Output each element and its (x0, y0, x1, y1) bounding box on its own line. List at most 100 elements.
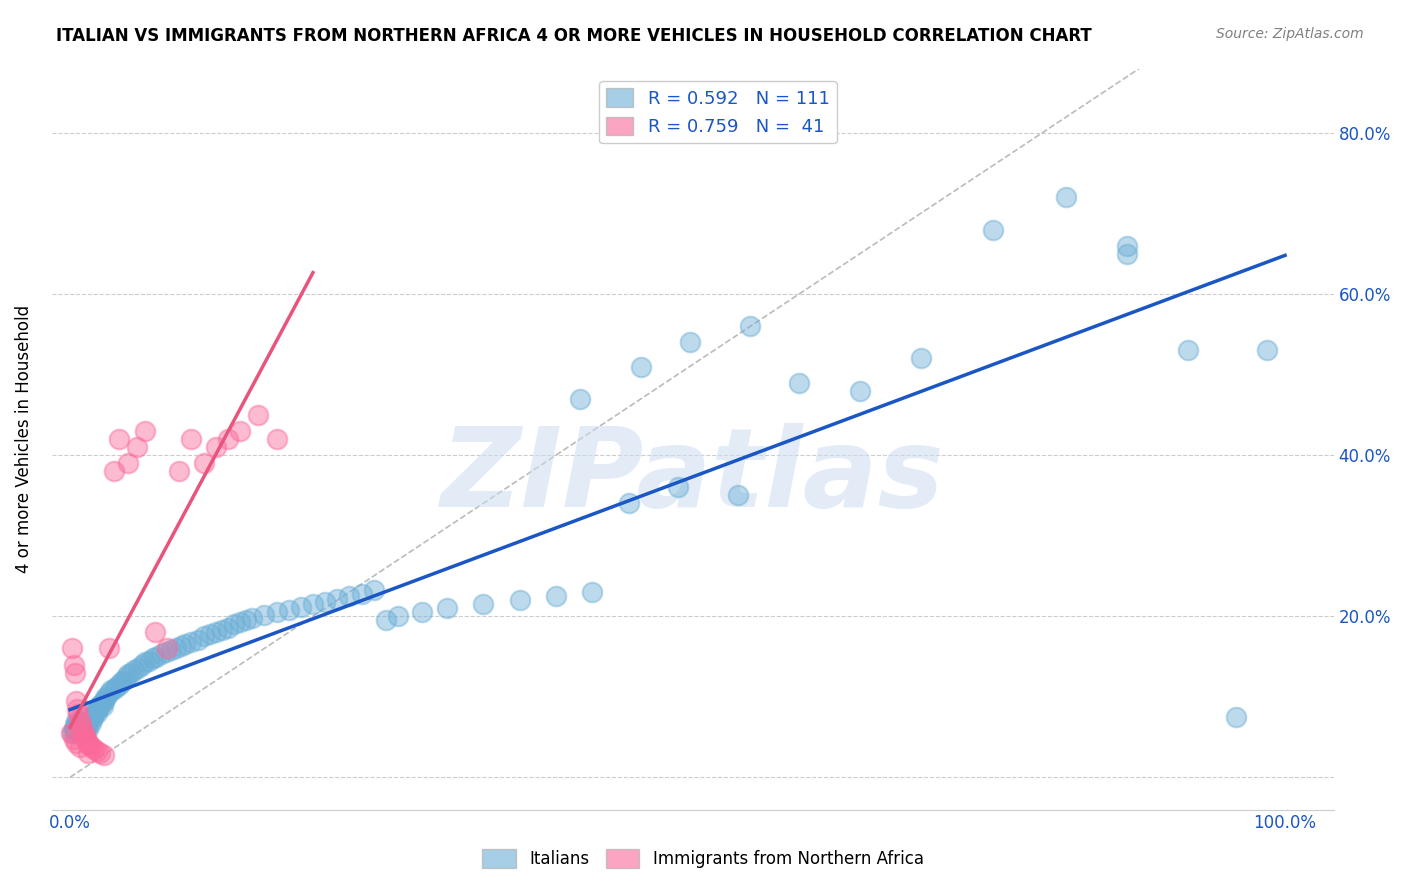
Point (97, 641, 120, 656)
Point (65, 723, 87, 738)
Point (169, 639, 191, 653)
Point (127, 661, 149, 675)
Point (91, 699, 114, 714)
Point (155, 645, 177, 659)
Point (77, 746, 100, 760)
Point (60, 641, 83, 656)
Point (117, 667, 139, 681)
Point (80, 712, 103, 726)
Point (204, 625, 226, 640)
Point (76, 734, 98, 748)
Point (66, 702, 89, 716)
Point (727, 488, 749, 502)
Point (69, 723, 91, 738)
Text: ZIPatlas: ZIPatlas (441, 423, 945, 530)
Point (94, 691, 117, 706)
Point (65, 737, 87, 751)
Point (211, 623, 233, 637)
Point (350, 587, 373, 601)
Point (266, 605, 288, 619)
Legend: Italians, Immigrants from Northern Africa: Italians, Immigrants from Northern Afric… (475, 842, 931, 875)
Point (73, 720, 96, 734)
Point (89, 698, 111, 712)
Point (1256, 343, 1278, 358)
Point (143, 625, 166, 640)
Point (65, 714, 87, 728)
Point (72, 723, 94, 738)
Point (86, 706, 108, 720)
Point (138, 654, 160, 668)
Point (204, 440, 226, 454)
Point (910, 351, 932, 366)
Point (60, 726, 83, 740)
Point (93, 694, 115, 708)
Point (374, 613, 396, 627)
Point (247, 408, 270, 422)
Point (180, 432, 202, 446)
Point (740, 319, 762, 334)
Point (124, 663, 146, 677)
Point (112, 673, 135, 688)
Point (115, 670, 138, 684)
Point (630, 359, 652, 374)
Point (302, 597, 325, 611)
Text: ITALIAN VS IMMIGRANTS FROM NORTHERN AFRICA 4 OR MORE VEHICLES IN HOUSEHOLD CORRE: ITALIAN VS IMMIGRANTS FROM NORTHERN AFRI… (56, 27, 1092, 45)
Point (67, 722, 90, 736)
Point (156, 641, 179, 656)
Point (229, 615, 252, 629)
Point (544, 589, 567, 603)
Point (679, 335, 702, 350)
Point (187, 633, 209, 648)
Text: Source: ZipAtlas.com: Source: ZipAtlas.com (1216, 27, 1364, 41)
Point (66, 715, 89, 730)
Point (339, 589, 361, 603)
Point (69, 714, 91, 728)
Point (266, 432, 288, 446)
Point (67, 707, 90, 722)
Point (63, 720, 86, 734)
Point (363, 583, 385, 598)
Point (70, 722, 93, 736)
Point (77, 722, 100, 736)
Point (617, 496, 640, 510)
Point (62, 723, 84, 738)
Point (103, 681, 125, 696)
Point (120, 665, 142, 680)
Point (70, 718, 93, 732)
Point (84, 704, 107, 718)
Point (150, 647, 173, 661)
Point (70, 722, 93, 736)
Point (145, 649, 167, 664)
Point (411, 605, 433, 619)
Point (848, 384, 870, 398)
Point (69, 720, 91, 734)
Point (72, 720, 94, 734)
Point (1225, 710, 1247, 724)
Point (72, 726, 94, 740)
Point (80, 739, 103, 754)
Point (1116, 247, 1139, 261)
Legend: R = 0.592   N = 111, R = 0.759   N =  41: R = 0.592 N = 111, R = 0.759 N = 41 (599, 81, 837, 144)
Point (581, 585, 603, 599)
Point (67, 726, 90, 740)
Point (217, 432, 239, 446)
Point (103, 464, 125, 478)
Point (77, 714, 100, 728)
Point (125, 440, 148, 454)
Point (314, 595, 336, 609)
Point (83, 742, 105, 756)
Point (89, 699, 111, 714)
Point (66, 720, 89, 734)
Point (1177, 343, 1199, 358)
Point (666, 480, 689, 494)
Point (75, 720, 97, 734)
Point (79, 715, 101, 730)
Point (69, 739, 91, 754)
Point (62, 731, 84, 746)
Point (83, 707, 105, 722)
Point (89, 746, 111, 760)
Point (229, 424, 252, 438)
Point (65, 694, 87, 708)
Point (1054, 190, 1077, 204)
Point (97, 686, 120, 700)
